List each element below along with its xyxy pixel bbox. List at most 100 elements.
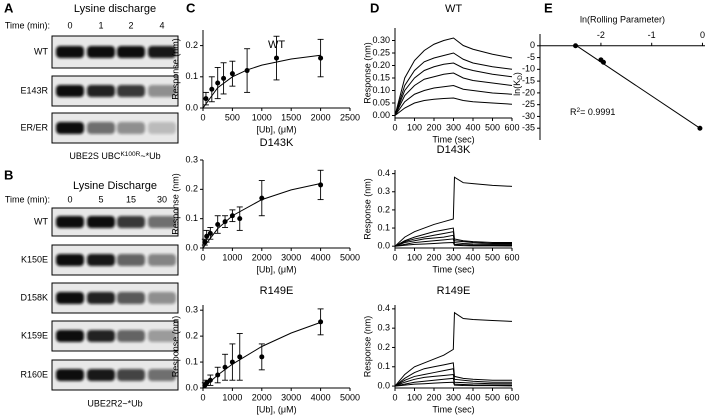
- annotation-part: = 0.9991: [580, 107, 615, 117]
- gel-band: [56, 292, 84, 304]
- gel-band: [117, 216, 145, 228]
- x-tick-label: 3000: [281, 252, 301, 262]
- x-tick-label: 0: [392, 122, 397, 132]
- x-tick-label: 2000: [252, 392, 272, 402]
- y-tick-label: 0.15: [372, 72, 390, 82]
- y-tick-label: 0.1: [185, 213, 198, 223]
- panel-label: C: [186, 0, 196, 15]
- data-point: [215, 80, 221, 86]
- gel-band: [148, 46, 176, 58]
- x-tick-label: 5000: [340, 252, 360, 262]
- x-tick-label: 1000: [222, 252, 242, 262]
- x-tick-label: 400: [465, 392, 480, 402]
- x-tick-label: 300: [446, 252, 461, 262]
- annotation-part: R: [570, 107, 577, 117]
- y-tick-label: 0.1: [185, 356, 198, 366]
- x-tick-label: 600: [504, 392, 519, 402]
- x-tick-label: 0: [392, 252, 397, 262]
- y-tick-label: 0.3: [185, 154, 198, 164]
- gel-band: [56, 216, 84, 228]
- chart-title: D143K: [437, 144, 471, 156]
- x-axis-label: Time (sec): [432, 264, 474, 274]
- x-tick-label: 100: [407, 252, 422, 262]
- y-tick-label: 0.4: [377, 303, 390, 313]
- x-tick-label: 0: [200, 112, 205, 122]
- x-tick-label: 300: [446, 122, 461, 132]
- y-tick-label: 0.2: [185, 184, 198, 194]
- gel-band: [148, 292, 176, 304]
- time-value: 0: [67, 20, 72, 30]
- data-point: [259, 195, 265, 201]
- y-tick-label: 0.0: [185, 102, 198, 112]
- data-point: [203, 96, 209, 102]
- y-tick-label: 0.3: [377, 186, 390, 196]
- row-label: ER/ER: [20, 122, 48, 132]
- chart-title: R149E: [437, 285, 471, 297]
- gel-band: [87, 369, 115, 381]
- x-tick-label: -1: [648, 30, 656, 40]
- trace: [394, 362, 512, 387]
- x-tick-label: 500: [485, 392, 500, 402]
- y-tick-label: 0.0: [377, 380, 390, 390]
- gel-caption: UBE2S UBCK100R~*Ub: [69, 151, 160, 162]
- y-tick-label: 0.2: [377, 342, 390, 352]
- x-axis-label: [Ub], (μM): [256, 264, 296, 274]
- gel-band: [148, 85, 176, 97]
- y-tick-label: 0.2: [377, 204, 390, 214]
- chart-title: WT: [445, 3, 462, 15]
- gel-band: [56, 85, 84, 97]
- label-part: ln(K: [512, 80, 522, 96]
- data-point: [600, 59, 606, 65]
- trace: [394, 227, 512, 247]
- x-tick-label: 100: [407, 392, 422, 402]
- x-tick-label: 5000: [340, 392, 360, 402]
- time-value: 4: [159, 20, 164, 30]
- row-label: K150E: [21, 254, 48, 264]
- x-tick-label: 0: [200, 392, 205, 402]
- y-tick-label: 0.05: [372, 97, 390, 107]
- data-point: [318, 319, 324, 325]
- y-tick-label: 0.4: [377, 168, 390, 178]
- trace: [394, 62, 513, 116]
- data-point: [697, 125, 703, 131]
- row-label: K159E: [21, 330, 48, 340]
- y-tick-label: 0.30: [372, 35, 390, 45]
- gel-band: [87, 85, 115, 97]
- time-value: 15: [126, 194, 136, 204]
- x-tick-label: 1500: [281, 112, 301, 122]
- y-axis-label: ln(KD): [512, 72, 523, 96]
- x-tick-label: 400: [465, 252, 480, 262]
- y-tick-label: 0.3: [185, 305, 198, 315]
- data-point: [207, 230, 213, 236]
- data-point: [209, 86, 215, 92]
- y-tick-label: 0.10: [372, 85, 390, 95]
- gel-band: [117, 254, 145, 266]
- x-tick-label: 4000: [311, 392, 331, 402]
- time-value: 30: [157, 194, 167, 204]
- gel-band: [117, 369, 145, 381]
- data-point: [229, 213, 235, 219]
- y-tick-label: 0.0: [185, 382, 198, 392]
- y-tick-label: -20: [522, 87, 535, 97]
- chart-title: ln(Rolling Parameter): [580, 14, 665, 24]
- data-point: [204, 233, 210, 239]
- gel-band: [56, 254, 84, 266]
- x-tick-label: 1000: [252, 112, 272, 122]
- panel-label: E: [544, 0, 553, 15]
- x-tick-label: 200: [426, 122, 441, 132]
- data-point: [318, 55, 324, 61]
- x-tick-label: 100: [407, 122, 422, 132]
- data-point: [573, 43, 579, 49]
- x-tick-label: 3000: [281, 392, 301, 402]
- gel-band: [87, 122, 115, 134]
- y-tick-label: -35: [522, 123, 535, 133]
- data-point: [229, 359, 235, 365]
- fit-curve: [202, 182, 321, 249]
- gel-band: [117, 330, 145, 342]
- y-tick-label: -25: [522, 99, 535, 109]
- gel-band: [148, 369, 176, 381]
- y-axis-label: Response (nm): [362, 42, 372, 104]
- gel-title: Lysine Discharge: [73, 180, 157, 192]
- y-tick-label: 0.2: [185, 331, 198, 341]
- data-point: [222, 364, 228, 370]
